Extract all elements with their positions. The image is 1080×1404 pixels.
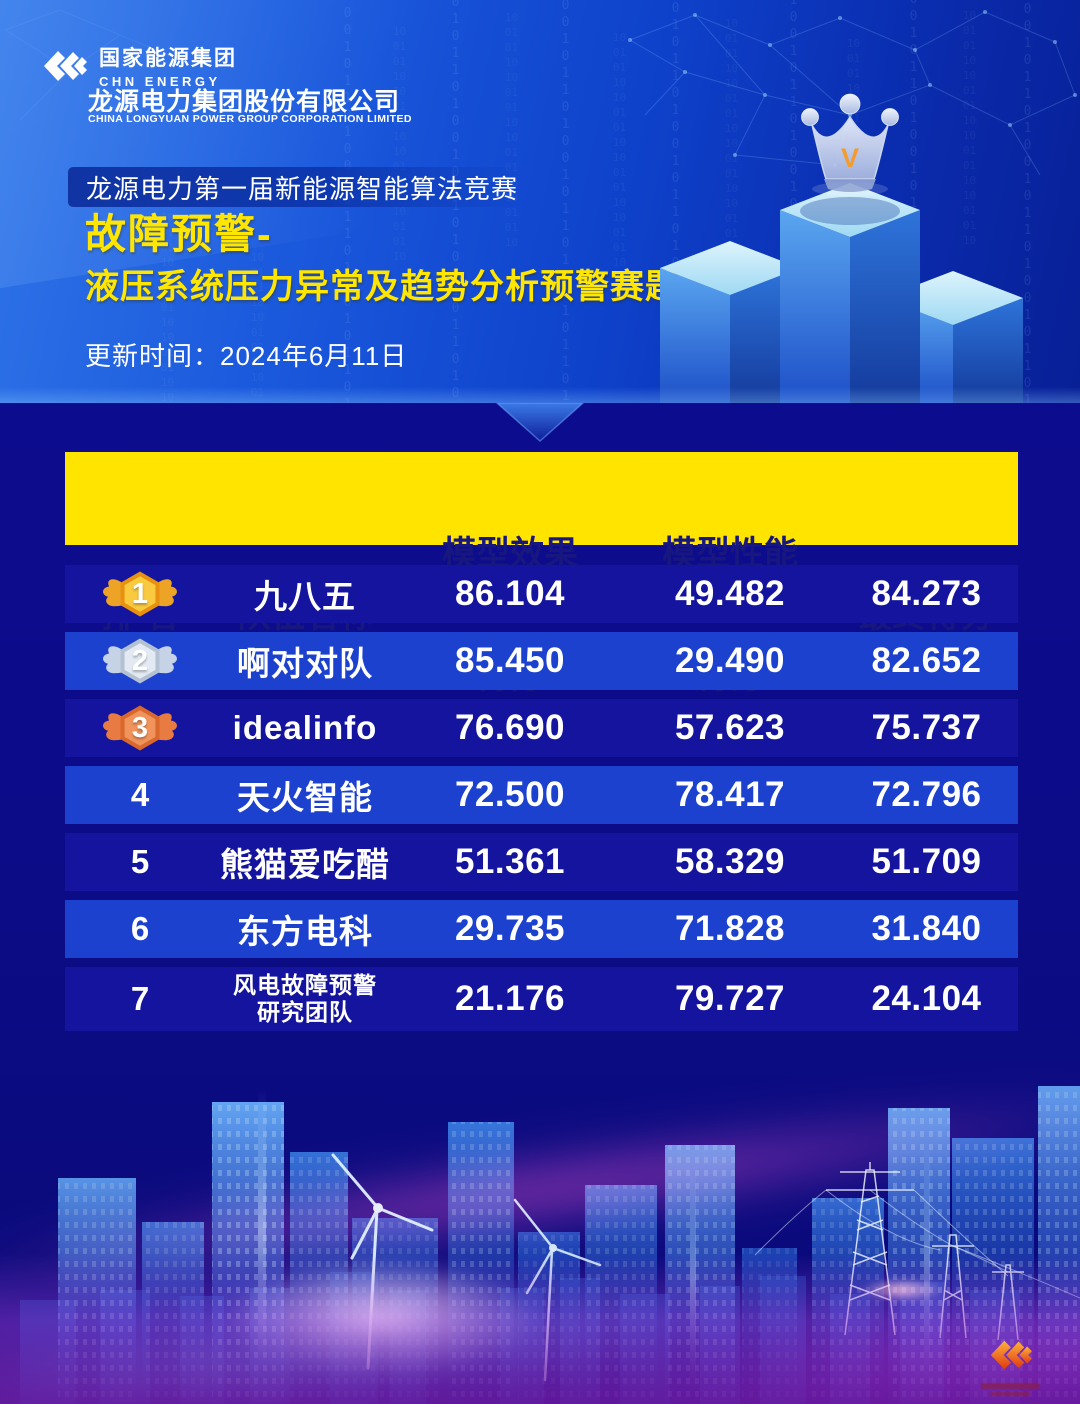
rank-number: 7 — [130, 980, 150, 1017]
team-name: 啊对对队 — [237, 645, 373, 682]
performance-score: 71.828 — [674, 909, 786, 948]
effect-score: 21.176 — [454, 979, 566, 1018]
bronze-medal-icon: 3 — [100, 699, 180, 757]
rank-number: 5 — [130, 843, 150, 880]
binary-rain-decor: 10010110100101101001011010010110 — [612, 31, 627, 269]
topic-line1: 故障预警- — [85, 211, 273, 257]
final-score: 31.840 — [871, 909, 982, 948]
group-name-cn: 国家能源集团 — [99, 47, 237, 70]
company-name-cn: 龙源电力集团股份有限公司 — [88, 88, 401, 116]
final-score: 84.273 — [871, 574, 982, 613]
rank-number: 4 — [130, 776, 150, 813]
team-name: 九八五 — [254, 578, 356, 615]
brand-block: 国家能源集团 CHN ENERGY — [40, 42, 237, 89]
binary-rain-decor: 10010110100101101001011010010110 — [160, 211, 175, 403]
rank-number: 2 — [131, 644, 149, 677]
table-row: 7 风电故障预警 研究团队 21.176 79.727 24.104 — [65, 967, 1018, 1031]
team-name: 风电故障预警 研究团队 — [215, 972, 395, 1026]
gold-medal-icon: 1 — [100, 565, 180, 623]
performance-score: 29.490 — [674, 641, 786, 680]
chevron-down-icon — [495, 403, 585, 443]
binary-rain-decor: 10010110100101101001011010010110 — [561, 0, 570, 403]
competition-banner: 龙源电力第一届新能源智能算法竞赛 — [68, 167, 536, 207]
performance-score: 79.727 — [674, 979, 786, 1018]
podium-pillar-first — [780, 183, 920, 403]
table-body: 1 九八五 86.104 49.482 84.273 2 — [65, 565, 1018, 1040]
performance-score: 57.623 — [674, 708, 786, 747]
table-row: 6 东方电科 29.735 71.828 31.840 — [65, 900, 1018, 958]
chn-energy-logo-orange-icon — [990, 1340, 1032, 1370]
crown-letter: V — [841, 143, 859, 173]
leaderboard-section: 排 名 队伍名称 模型效果 得分 模型性能 得分 最终得分 — [0, 403, 1080, 1404]
team-name: 天火智能 — [237, 779, 373, 816]
footer-logo-text-bar — [981, 1383, 1039, 1389]
performance-score: 58.329 — [674, 842, 786, 881]
chn-energy-logo-icon — [44, 50, 87, 81]
team-name-line1: 风电故障预警 — [233, 972, 377, 998]
performance-score: 49.482 — [674, 574, 786, 613]
network-plexus-decor — [4, 9, 181, 121]
final-score: 75.737 — [871, 708, 982, 747]
binary-rain-decor: 10010110100101101001011010010110 — [962, 9, 977, 247]
table-header-row: 排 名 队伍名称 模型效果 得分 模型性能 得分 最终得分 — [65, 452, 1018, 696]
table-row: 4 天火智能 72.500 78.417 72.796 — [65, 766, 1018, 824]
rank-number: 6 — [130, 910, 150, 947]
effect-score: 86.104 — [454, 574, 566, 613]
performance-score: 78.417 — [674, 775, 786, 814]
group-name-en: CHN ENERGY — [99, 74, 221, 89]
team-name: 熊猫爱吃醋 — [220, 846, 390, 883]
binary-rain-decor: 10010110100101101001011010010110 — [1023, 2, 1032, 403]
purple-wash — [0, 1254, 1080, 1404]
competition-name: 龙源电力第一届新能源智能算法竞赛 — [86, 173, 519, 204]
podium-illustration: V — [660, 93, 1023, 403]
table-row: 3 idealinfo 76.690 57.623 75.737 — [65, 699, 1018, 757]
team-name: idealinfo — [232, 709, 378, 746]
footer-cityscape — [0, 1050, 1080, 1404]
hero-section: 10010110100101101001011010010110 1001011… — [0, 0, 1080, 403]
brand-text: 国家能源集团 CHN ENERGY — [99, 42, 237, 89]
rank-number: 1 — [131, 577, 149, 610]
rank-number: 3 — [131, 711, 149, 744]
effect-score: 72.500 — [454, 775, 566, 814]
table-row: 1 九八五 86.104 49.482 84.273 — [65, 565, 1018, 623]
binary-rain-decor: 10010110100101101001011010010110 — [250, 251, 265, 403]
team-name: 东方电科 — [237, 913, 373, 950]
topic-title: 故障预警- 液压系统压力异常及趋势分析预警赛题 — [85, 211, 680, 306]
update-time: 更新时间：2024年6月11日 — [85, 341, 408, 371]
final-score: 72.796 — [871, 775, 982, 814]
team-name-line2: 研究团队 — [257, 999, 353, 1025]
binary-rain-decor: 10010110100101101001011010010110 — [724, 17, 739, 255]
hero-bottom-glow — [0, 387, 1080, 403]
crown-icon: V — [801, 93, 899, 196]
effect-score: 29.735 — [454, 909, 566, 948]
company-name-en: CHINA LONGYUAN POWER GROUP CORPORATION L… — [88, 113, 412, 125]
effect-score: 51.361 — [454, 842, 566, 881]
podium-pillar-second — [660, 241, 800, 403]
final-score: 51.709 — [871, 842, 982, 881]
final-score: 24.104 — [871, 979, 982, 1018]
table-row: 2 啊对对队 85.450 29.490 82.652 — [65, 632, 1018, 690]
footer-logo — [978, 1335, 1042, 1396]
footer-logo-text-bar — [990, 1392, 1030, 1396]
table-row: 5 熊猫爱吃醋 51.361 58.329 51.709 — [65, 833, 1018, 891]
effect-score: 76.690 — [454, 708, 566, 747]
silver-medal-icon: 2 — [100, 632, 180, 690]
effect-score: 85.450 — [454, 641, 566, 680]
final-score: 82.652 — [871, 641, 982, 680]
topic-line2: 液压系统压力异常及趋势分析预警赛题 — [85, 268, 680, 306]
